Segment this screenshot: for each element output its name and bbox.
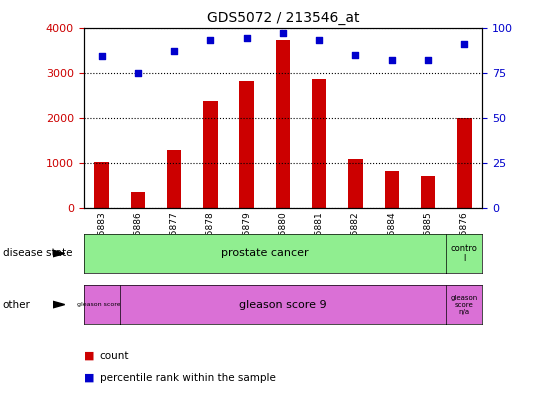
Polygon shape — [53, 301, 65, 308]
Point — [388, 57, 396, 63]
Point — [460, 40, 468, 47]
Text: other: other — [3, 299, 31, 310]
Point — [351, 51, 360, 58]
Text: count: count — [100, 351, 129, 361]
Bar — [130, 193, 145, 208]
Text: prostate cancer: prostate cancer — [221, 248, 309, 259]
Point — [279, 30, 287, 36]
Point — [243, 35, 251, 42]
Text: gleason score 8: gleason score 8 — [77, 302, 127, 307]
Bar — [167, 149, 182, 208]
Text: disease state: disease state — [3, 248, 72, 259]
Point — [424, 57, 432, 63]
Bar — [312, 79, 327, 208]
Bar — [203, 101, 218, 208]
Text: percentile rank within the sample: percentile rank within the sample — [100, 373, 275, 383]
Text: ■: ■ — [84, 373, 94, 383]
Bar — [276, 40, 290, 208]
Point — [134, 70, 142, 76]
Bar — [384, 171, 399, 208]
Point — [315, 37, 323, 43]
Text: ■: ■ — [84, 351, 94, 361]
Text: gleason score 9: gleason score 9 — [239, 299, 327, 310]
Bar — [421, 176, 436, 208]
Text: gleason
score
n/a: gleason score n/a — [451, 295, 478, 314]
Bar — [457, 118, 472, 208]
Title: GDS5072 / 213546_at: GDS5072 / 213546_at — [207, 11, 359, 25]
Point — [170, 48, 178, 54]
Bar — [348, 159, 363, 208]
Point — [98, 53, 106, 60]
Text: contro
l: contro l — [451, 244, 478, 263]
Point — [206, 37, 215, 43]
Polygon shape — [53, 250, 65, 257]
Bar — [239, 81, 254, 208]
Bar — [94, 162, 109, 208]
